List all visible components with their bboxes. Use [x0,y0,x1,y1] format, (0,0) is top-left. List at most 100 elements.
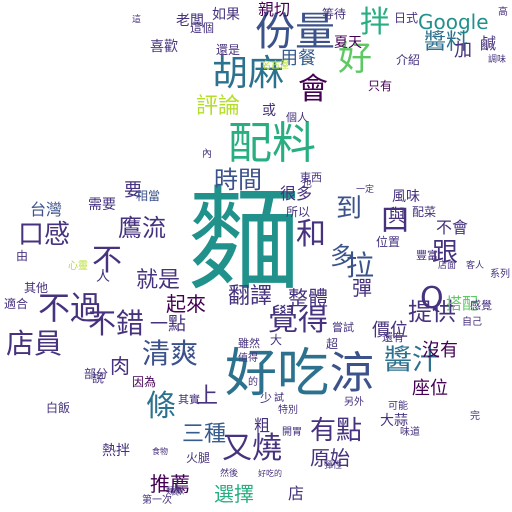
word: 適合 [4,297,29,311]
word: 店 [288,484,305,503]
word: 覺得 [268,303,328,338]
word: 心靈 [68,261,88,272]
word: 三種 [182,422,227,447]
word: 要 [124,180,142,201]
word: 雖然 [238,337,260,350]
word: 條 [146,389,176,424]
word: 搭配 [446,294,479,313]
word: 自己 [462,317,482,328]
word: 肉 [110,354,130,378]
word: 內 [202,149,212,160]
word: 清爽 [142,337,199,370]
word: 類似 [166,487,185,497]
word: 高 [498,7,508,18]
word: 整體 [288,286,328,310]
word: 大 [270,333,283,347]
word: 少 [260,391,273,405]
word: 白飯 [46,401,71,415]
word: 彈性 [324,461,343,471]
word: 跟 [432,238,459,268]
word: 到 [336,194,363,224]
word: 鹹 [480,34,497,53]
word: 價位 [372,320,408,341]
word: 台灣 [30,200,63,219]
word: 和 [296,217,326,252]
word: 推薦 [150,472,190,496]
word: 夏天 [334,35,362,51]
word: 多 [330,242,354,270]
word: 說 [92,371,105,385]
word: Google [418,10,489,34]
word: 開胃 [282,427,302,438]
word: 口 [380,203,410,238]
word: 大蒜 [380,413,408,429]
word: 超 [326,337,339,351]
word: 感覺 [470,299,492,312]
word: 食物 [152,447,168,456]
word: 不會 [436,218,469,237]
word: 與 [388,206,406,227]
word: 完 [470,411,480,422]
word: 個人 [286,111,308,124]
word: 可能 [388,401,408,412]
word: 日式 [394,11,419,25]
word: 其實 [178,393,200,406]
word: 拌 [360,5,390,40]
word: 不 [92,243,122,278]
word: 份量 [255,9,335,55]
word: 豐富 [416,249,438,262]
word: 嘗試 [332,321,354,334]
word: 也 [302,179,312,190]
word: 所以 [286,205,311,219]
word: 親切 [258,0,291,19]
word: 原始 [310,446,350,470]
word: 系列 [490,269,510,280]
word: 介紹 [396,53,421,67]
word: 座位 [412,378,448,399]
word: 然後 [220,469,239,479]
word: 位置 [376,235,401,249]
word: 彈 [352,276,372,300]
word: 火腿 [186,451,211,465]
word: 名古屋 [262,61,290,71]
word: 一點 [150,314,186,335]
word: 東西 [300,171,322,184]
word: 相當 [136,189,161,203]
word: 客人 [466,261,485,271]
word: 風味 [392,189,420,205]
word: 起來 [166,292,206,316]
word: 因為 [132,375,157,389]
word: 提供 [408,298,456,326]
word: 人 [96,269,110,285]
word: 或 [262,103,276,119]
word: 部分 [84,367,109,381]
word: 醬汁 [384,343,441,376]
word: 味道 [400,427,420,438]
word: 調味 [488,55,507,65]
word: 好吃的 [258,469,282,478]
word: 鷹流 [118,214,166,242]
word: 第一次 [142,495,172,506]
word: 好吃 [225,344,330,404]
word: 配料 [228,118,316,169]
word: 翻譯 [228,284,273,309]
word: 有點 [310,416,363,446]
word: 涼 [330,348,374,399]
word: 選擇 [214,482,254,506]
word: 店面 [438,261,457,271]
word: 口感 [18,220,71,250]
word: 會 [298,72,328,107]
word: 不錯 [88,307,145,340]
word: 一定 [356,185,375,195]
word: 還有 [382,331,404,344]
word: 上 [196,384,219,409]
word: 加 [454,40,472,61]
word: 店員 [6,327,63,360]
word: 拉 [346,249,375,282]
word: 胡麻 [212,53,285,94]
word: 又燒 [222,431,282,466]
word: 需要 [88,197,116,213]
word: 熱拌 [102,443,130,459]
word: 麵 [188,176,300,306]
